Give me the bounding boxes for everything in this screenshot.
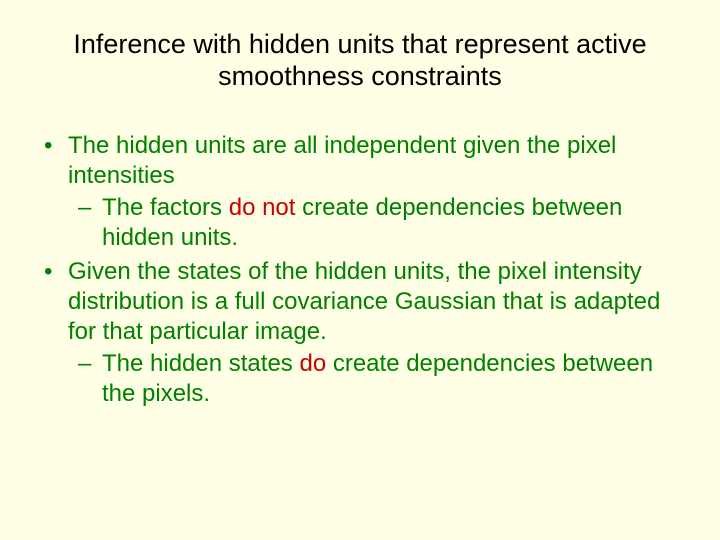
sub-bullet-item: The hidden states do create dependencies…: [78, 349, 680, 409]
sub-bullet-prefix: The hidden states: [102, 350, 299, 377]
sub-bullet-item: The factors do not create dependencies b…: [78, 193, 680, 253]
slide-title: Inference with hidden units that represe…: [70, 28, 650, 93]
sub-bullet-emphasis: do: [299, 350, 326, 377]
sub-bullet-list: The hidden states do create dependencies…: [78, 349, 680, 409]
slide: Inference with hidden units that represe…: [0, 0, 720, 540]
sub-bullet-emphasis: do not: [229, 194, 296, 221]
bullet-text: Given the states of the hidden units, th…: [68, 258, 660, 345]
sub-bullet-prefix: The factors: [102, 194, 229, 221]
bullet-item: Given the states of the hidden units, th…: [40, 257, 680, 409]
bullet-item: The hidden units are all independent giv…: [40, 131, 680, 253]
bullet-text: The hidden units are all independent giv…: [68, 132, 616, 189]
bullet-list: The hidden units are all independent giv…: [40, 131, 680, 409]
sub-bullet-list: The factors do not create dependencies b…: [78, 193, 680, 253]
